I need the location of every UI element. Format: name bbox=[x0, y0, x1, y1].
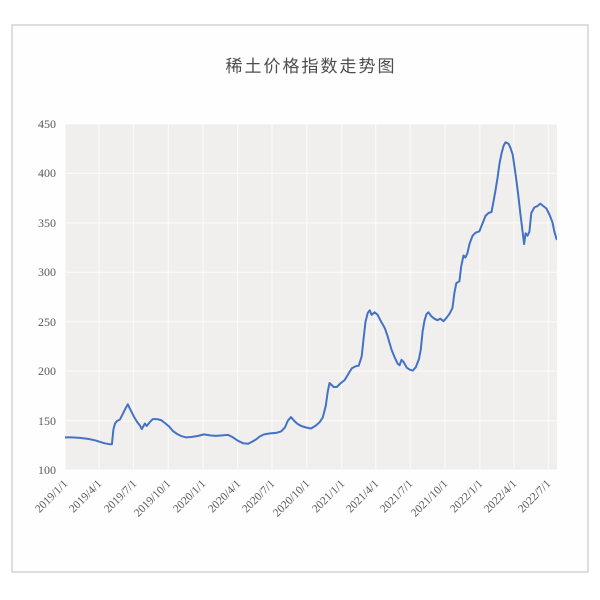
plot-area bbox=[65, 124, 557, 470]
y-tick-label: 250 bbox=[38, 314, 56, 329]
price-line-chart bbox=[65, 124, 557, 470]
y-tick-label: 200 bbox=[38, 364, 56, 379]
y-tick-label: 150 bbox=[38, 413, 56, 428]
y-tick-label: 100 bbox=[38, 463, 56, 477]
chart-title: 稀土价格指数走势图 bbox=[225, 57, 397, 76]
y-tick-label: 400 bbox=[38, 166, 56, 181]
y-tick-label: 450 bbox=[38, 117, 56, 131]
price-line bbox=[65, 141, 557, 446]
y-tick-label: 350 bbox=[38, 215, 56, 230]
y-tick-label: 300 bbox=[38, 265, 56, 280]
